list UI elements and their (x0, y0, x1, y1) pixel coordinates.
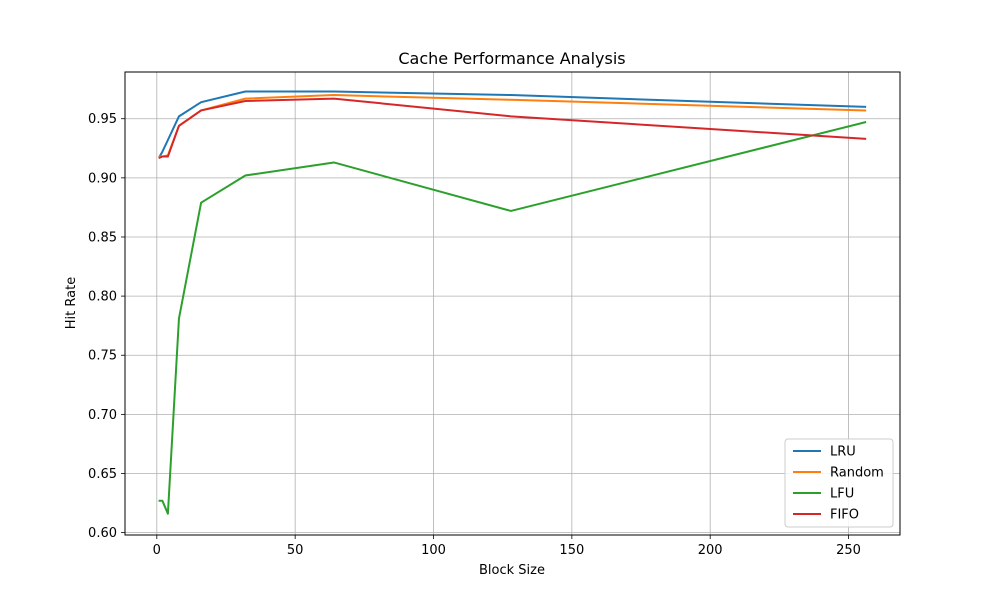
y-tick-label: 0.60 (88, 526, 117, 541)
legend-label-lfu: LFU (830, 487, 854, 502)
plot-frame (124, 71, 901, 536)
legend-label-lru: LRU (830, 445, 856, 460)
y-tick-label: 0.70 (88, 408, 117, 423)
x-tick-label: 0 (153, 543, 161, 558)
grid (125, 72, 900, 535)
x-tick-label: 100 (421, 543, 446, 558)
y-axis: 0.60 0.65 0.70 0.75 0.80 0.85 0.90 0.95 (88, 112, 125, 541)
series-line-lru (158, 90, 867, 158)
legend-box (784, 438, 894, 528)
chart-title: Cache Performance Analysis (398, 49, 625, 68)
series-line-fifo (158, 97, 867, 160)
x-axis-label: Block Size (479, 563, 545, 578)
x-tick-label: 50 (287, 543, 304, 558)
y-tick-label: 0.65 (88, 467, 117, 482)
series-line-lfu (158, 121, 867, 515)
y-axis-label: Hit Rate (64, 277, 79, 329)
plot-lines (158, 90, 867, 515)
x-tick-label: 250 (836, 543, 861, 558)
x-tick-label: 200 (698, 543, 723, 558)
y-tick-label: 0.90 (88, 171, 117, 186)
y-tick-label: 0.85 (88, 230, 117, 245)
legend: LRU Random LFU FIFO (784, 438, 894, 528)
y-tick-label: 0.95 (88, 112, 117, 127)
legend-label-random: Random (830, 466, 884, 481)
y-tick-label: 0.75 (88, 349, 117, 364)
legend-label-fifo: FIFO (830, 508, 859, 523)
x-axis: 0 50 100 150 200 250 (153, 535, 861, 558)
x-tick-label: 150 (559, 543, 584, 558)
y-tick-label: 0.80 (88, 290, 117, 305)
